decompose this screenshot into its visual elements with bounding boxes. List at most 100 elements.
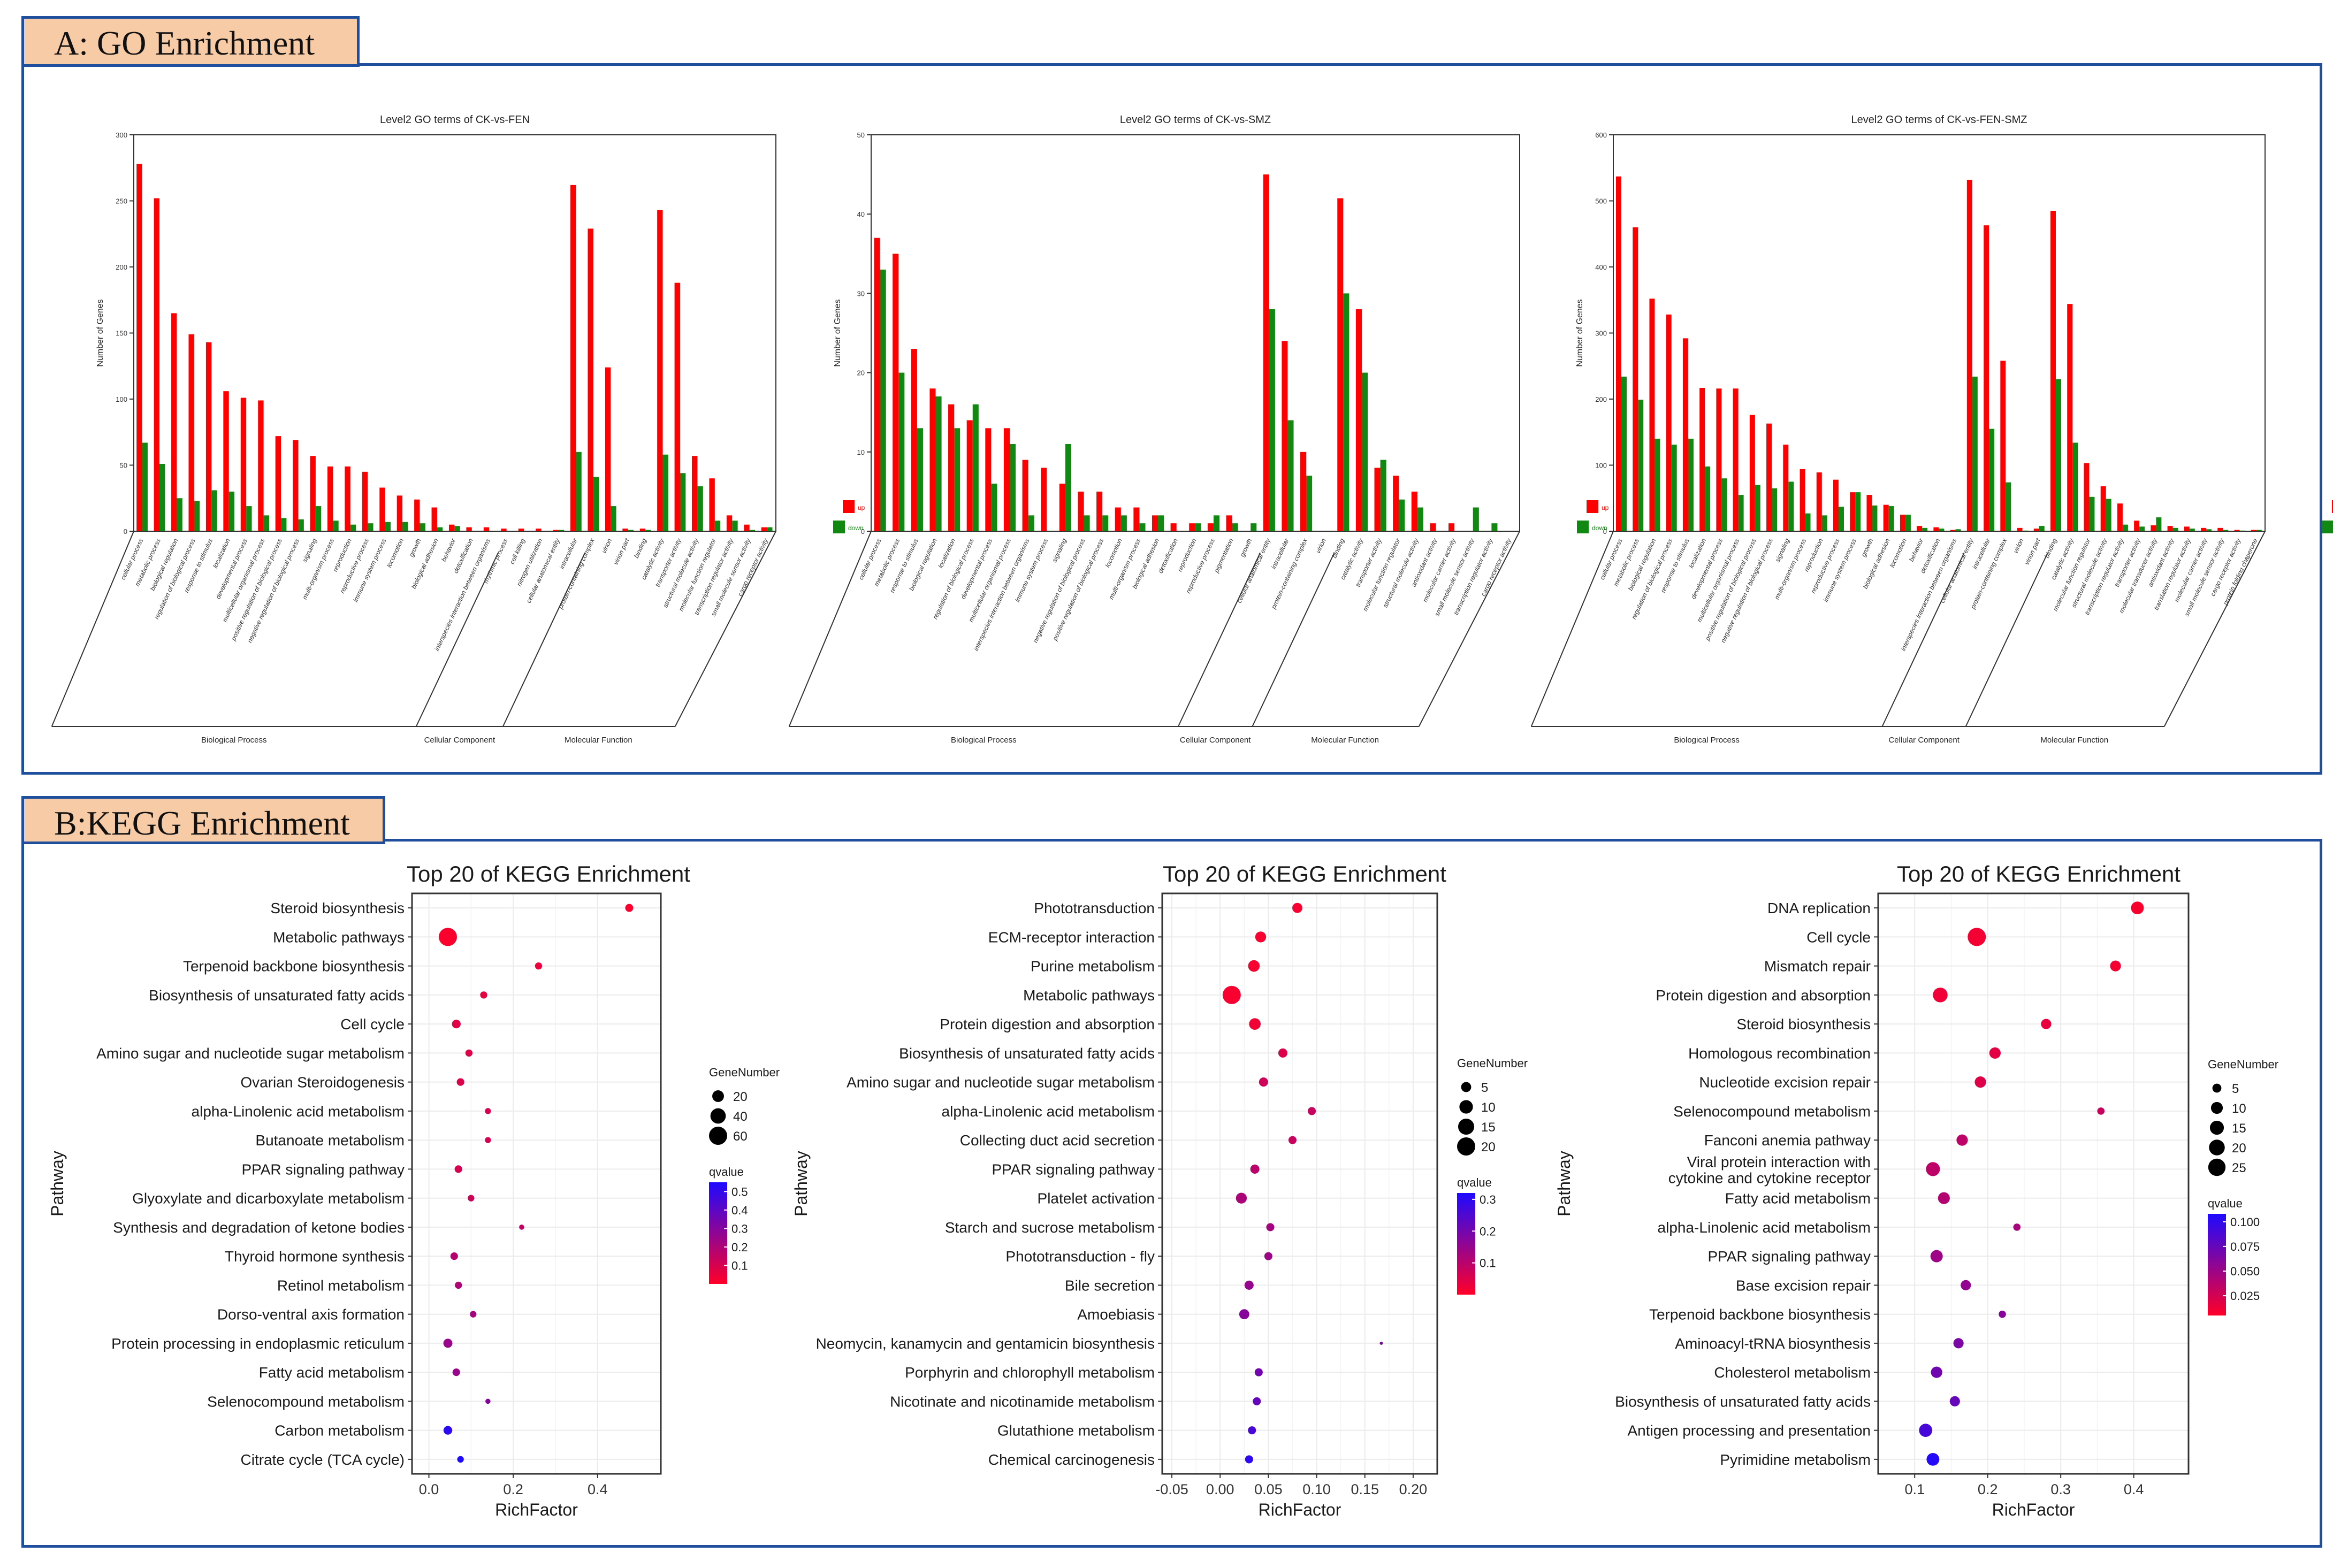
bar-up — [1003, 428, 1010, 531]
bar-up — [258, 400, 264, 531]
bar-up — [674, 282, 680, 531]
pathway-point — [1999, 1310, 2006, 1318]
pathway-point — [1308, 1107, 1316, 1115]
pathway-label: Mismatch repair — [1764, 958, 1871, 975]
legend-swatch-up — [1587, 500, 1598, 513]
x-tick-label: 0.1 — [1904, 1481, 1925, 1497]
pathway-label: Fatty acid metabolism — [259, 1364, 405, 1381]
bar-down — [1855, 492, 1861, 531]
bar-down — [211, 490, 217, 531]
bar-down — [1491, 523, 1498, 531]
bar-down — [194, 501, 200, 531]
bar-down — [880, 269, 886, 531]
bar-up — [501, 529, 507, 531]
bar-up — [466, 527, 472, 531]
bar-up — [2117, 503, 2123, 531]
chart-title: Top 20 of KEGG Enrichment — [1163, 861, 1446, 886]
color-legend-label: 0.3 — [1480, 1193, 1496, 1206]
bar-up — [744, 524, 750, 531]
size-legend-dot — [709, 1127, 727, 1145]
pathway-point — [1245, 1455, 1253, 1464]
pathway-point — [1930, 1250, 1943, 1263]
bar-down — [246, 506, 252, 531]
pathway-label: Citrate cycle (TCA cycle) — [241, 1451, 405, 1468]
bar-down — [645, 530, 651, 531]
bar-down — [1102, 515, 1109, 531]
bar-up — [2151, 525, 2156, 531]
pathway-label: alpha-Linolenic acid metabolism — [192, 1103, 405, 1120]
size-legend-label: 60 — [733, 1129, 748, 1144]
pathway-label: Biosynthesis of unsaturated fatty acids — [899, 1045, 1155, 1061]
bar-down — [1417, 507, 1423, 531]
bar-down — [2106, 499, 2111, 531]
bar-up — [1411, 491, 1417, 531]
pathway-point — [465, 1049, 473, 1057]
pathway-point — [1292, 902, 1302, 913]
group-label: Molecular Function — [2040, 736, 2108, 745]
color-legend-label: 0.5 — [731, 1185, 748, 1198]
bar-down — [2072, 442, 2078, 531]
bar-down — [350, 524, 356, 531]
pathway-point — [1953, 1338, 1964, 1349]
pathway-label: Protein processing in endoplasmic reticu… — [111, 1335, 405, 1352]
bar-down — [2223, 530, 2229, 531]
x-tick-label: 0.2 — [1978, 1481, 1998, 1497]
chart-title: Top 20 of KEGG Enrichment — [1897, 861, 2180, 886]
bar-down — [2039, 526, 2045, 531]
go-enrichment-label: A: GO Enrichment — [21, 16, 360, 67]
bar-down — [1287, 420, 1294, 531]
size-legend-title: GeneNumber — [1457, 1057, 1528, 1070]
legend-swatch-up — [843, 500, 855, 513]
bar-up — [1984, 225, 1989, 531]
bar-up — [1933, 527, 1939, 531]
y-tick-label: 10 — [857, 448, 865, 456]
bar-down — [593, 477, 599, 531]
x-tick-label: 0.05 — [1254, 1481, 1283, 1497]
legend-swatch-down — [2322, 521, 2333, 533]
legend-label-up: up — [858, 504, 865, 511]
pathway-point — [1222, 985, 1241, 1004]
y-axis-label: Pathway — [791, 1151, 811, 1217]
bar-down — [1788, 481, 1794, 531]
bar-down — [1343, 293, 1350, 531]
bar-down — [263, 515, 269, 531]
pathway-point — [1249, 1018, 1261, 1030]
bar-up — [1666, 314, 1672, 531]
y-axis-label: Number of Genes — [1575, 299, 1584, 366]
bar-up — [188, 334, 194, 531]
group-label: Biological Process — [951, 736, 1017, 745]
bar-up — [726, 515, 733, 531]
pathway-point — [625, 904, 634, 912]
bar-down — [1955, 529, 1961, 531]
size-legend-dot — [1458, 1118, 1475, 1135]
pathway-label: Amino sugar and nucleotide sugar metabol… — [96, 1045, 405, 1061]
pathway-label: Cell cycle — [1806, 929, 1871, 945]
bar-up — [448, 524, 455, 531]
pathway-point — [452, 1368, 460, 1376]
bar-down — [159, 464, 165, 531]
pathway-label: alpha-Linolenic acid metabolism — [942, 1103, 1155, 1120]
pathway-label: Terpenoid backbone biosynthesis — [183, 958, 405, 975]
bar-down — [1195, 523, 1201, 531]
y-tick-label: 100 — [116, 395, 127, 403]
y-tick-label: 100 — [1595, 462, 1607, 470]
size-legend-dot — [1461, 1082, 1472, 1092]
y-axis-label: Number of Genes — [96, 299, 105, 366]
legend-label-down: down — [848, 524, 864, 532]
bar-down — [1989, 429, 1995, 531]
pathway-label: Dorso-ventral axis formation — [217, 1306, 405, 1323]
size-legend-label: 5 — [2232, 1082, 2239, 1096]
bar-down — [385, 522, 391, 531]
pathway-point — [1239, 1309, 1249, 1320]
pathway-point — [519, 1225, 524, 1230]
size-legend-label: 25 — [2232, 1161, 2246, 1175]
pathway-label: Collecting duct acid secretion — [960, 1132, 1155, 1149]
bar-up — [2201, 527, 2207, 531]
size-legend-dot — [2212, 1083, 2222, 1093]
bar-up — [1059, 484, 1065, 531]
bar-down — [991, 484, 997, 531]
bar-down — [898, 372, 905, 531]
group-divider — [1177, 552, 1261, 727]
y-tick-label: 0 — [861, 527, 865, 536]
bar-up — [1226, 515, 1232, 531]
